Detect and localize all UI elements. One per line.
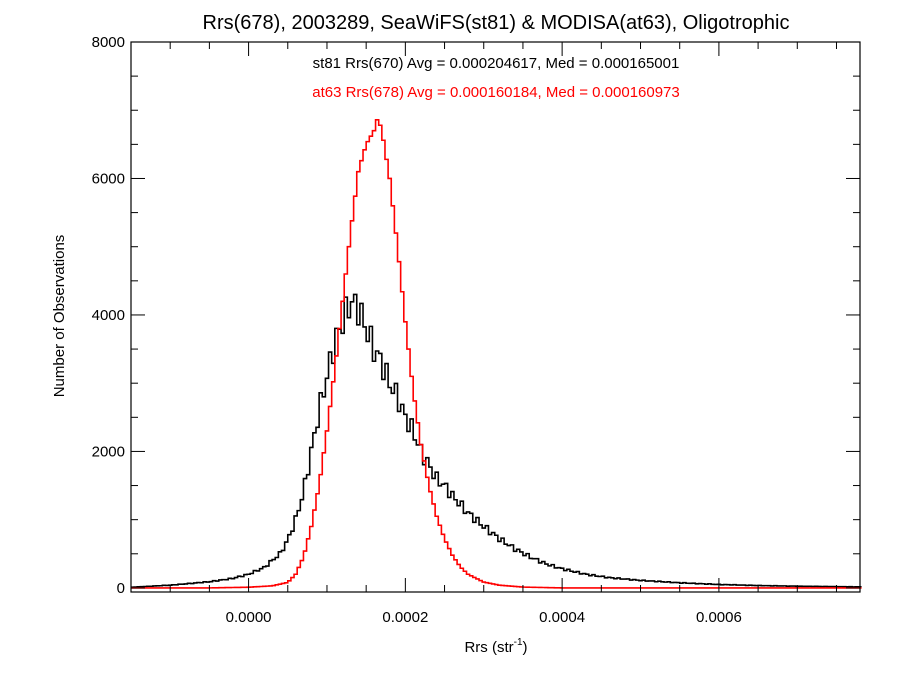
- y-axis-label: Number of Observations: [51, 235, 68, 398]
- y-tick-label: 4000: [92, 307, 125, 324]
- x-tick-labels: 0.0000 0.0002 0.0004 0.0006: [226, 609, 742, 626]
- x-axis-label-superscript: -1: [514, 637, 523, 648]
- histogram-series-1: [131, 118, 862, 589]
- histogram-series: [131, 118, 862, 589]
- x-axis-label: Rrs (str-1): [464, 637, 527, 656]
- chart-title: Rrs(678), 2003289, SeaWiFS(st81) & MODIS…: [203, 12, 790, 34]
- y-tick-label: 2000: [92, 443, 125, 460]
- x-tick-label: 0.0004: [539, 609, 585, 626]
- x-tick-label: 0.0006: [696, 609, 742, 626]
- legend-entry-st81: st81 Rrs(670) Avg = 0.000204617, Med = 0…: [313, 55, 680, 72]
- legend-entry-at63: at63 Rrs(678) Avg = 0.000160184, Med = 0…: [312, 84, 680, 101]
- axis-ticks: [131, 41, 860, 592]
- histogram-series-0: [131, 293, 862, 588]
- plot-frame: [130, 41, 861, 593]
- x-axis-label-base: Rrs (str: [464, 639, 513, 656]
- x-tick-label: 0.0002: [382, 609, 428, 626]
- y-tick-label: 6000: [92, 170, 125, 187]
- y-tick-labels: 0 2000 4000 6000 8000: [92, 34, 125, 597]
- x-tick-label: 0.0000: [226, 609, 272, 626]
- y-tick-label: 0: [117, 580, 125, 597]
- y-tick-label: 8000: [92, 34, 125, 51]
- x-axis-label-suffix: ): [523, 639, 528, 656]
